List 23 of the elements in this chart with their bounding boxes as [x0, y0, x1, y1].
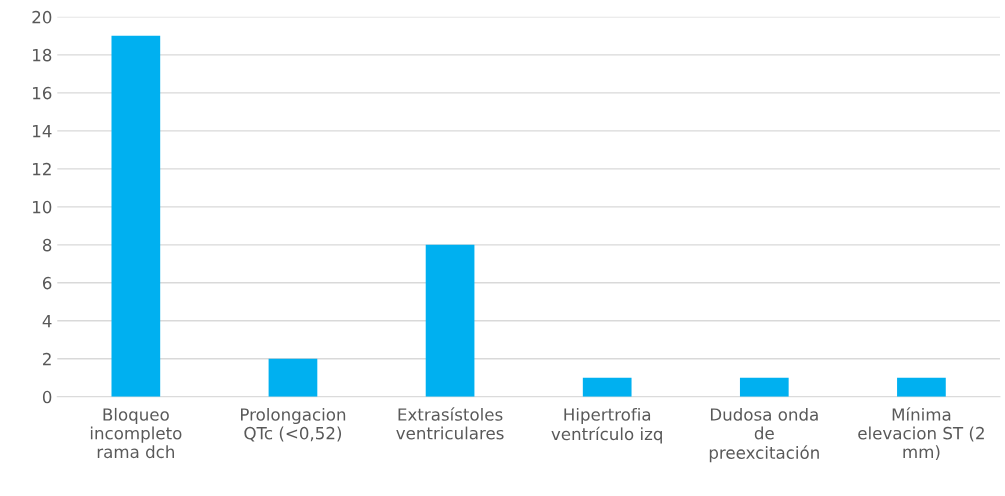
x-tick-label: Bloqueo incompleto rama dch: [90, 407, 182, 459]
y-tick-label: 2: [43, 352, 51, 366]
y-tick-label: 0: [42, 390, 52, 404]
x-tick-label: Mínima elevacion ST (2 mm): [858, 407, 984, 461]
bar: [425, 244, 475, 397]
x-tick-label: Hipertrofia ventrículo izq: [551, 407, 662, 444]
bar: [897, 377, 946, 397]
y-tick-label: 12: [33, 162, 51, 176]
y-tick-label: 20: [32, 10, 52, 24]
bar: [582, 377, 632, 397]
bar: [739, 377, 789, 397]
bar: [268, 358, 318, 397]
y-tick-label: 16: [33, 86, 52, 100]
x-tick-label: Prolongacion QTc (<0,52): [241, 407, 346, 442]
y-tick-label: 14: [33, 125, 52, 138]
y-tick-label: 10: [33, 200, 52, 214]
x-tick-label: Extrasístoles ventriculares: [396, 407, 504, 440]
y-tick-label: 8: [42, 238, 52, 252]
y-tick-label: 4: [42, 314, 52, 328]
y-tick-label: 18: [33, 48, 52, 62]
y-tick-label: 6: [42, 276, 52, 290]
bar: [111, 35, 161, 397]
x-tick-label: Dudosa onda de preexcitación: [709, 407, 819, 463]
